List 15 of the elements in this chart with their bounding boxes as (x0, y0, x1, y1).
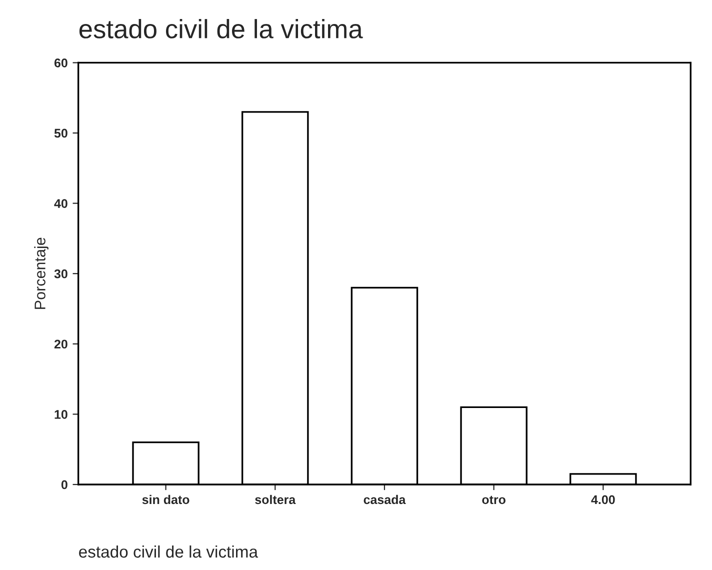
y-tick-label: 0 (61, 480, 68, 490)
x-tick-label: 4.00 (591, 495, 615, 504)
y-tick-label: 60 (54, 58, 68, 68)
y-tick-label: 10 (54, 410, 68, 419)
y-tick-label: 50 (54, 128, 68, 138)
y-axis-title: Porcentaje (34, 238, 48, 309)
y-tick-label: 20 (54, 340, 68, 349)
x-tick-label: otro (482, 496, 506, 504)
x-axis-title: estado civil de la victima (79, 545, 258, 558)
x-tick-label: sin dato (142, 494, 190, 504)
chart-title: estado civil de la victima (79, 19, 363, 38)
x-tick-label: casada (364, 494, 406, 504)
y-tick-label: 40 (54, 199, 68, 208)
y-tick-label: 30 (54, 269, 68, 278)
x-tick-label: soltera (255, 494, 296, 504)
